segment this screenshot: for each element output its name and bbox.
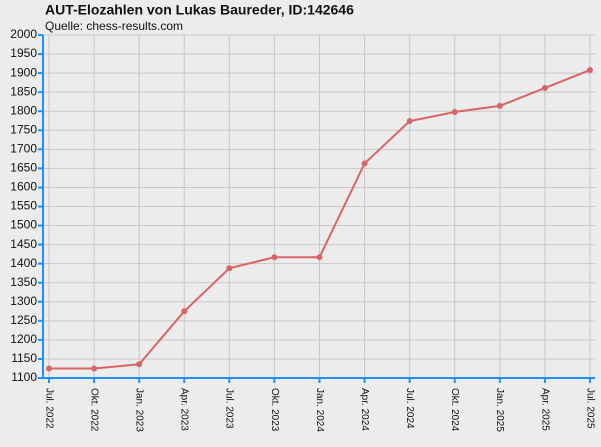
y-tick-label: 2000	[10, 27, 37, 41]
x-tick-label: Apr. 2023	[179, 388, 190, 431]
y-tick-label: 1600	[10, 180, 37, 194]
y-tick-label: 1250	[10, 313, 37, 327]
data-point	[316, 254, 323, 261]
data-point	[46, 365, 52, 372]
data-point	[136, 361, 143, 368]
y-tick-label: 1950	[10, 46, 37, 60]
y-tick-label: 1400	[10, 256, 37, 270]
data-point	[361, 160, 368, 167]
x-tick-label: Jan. 2024	[314, 388, 325, 432]
y-tick-label: 1200	[10, 332, 37, 346]
data-point	[226, 265, 233, 272]
y-tick-label: 1750	[10, 122, 37, 136]
chart-title: AUT-Elozahlen von Lukas Baureder, ID:142…	[45, 2, 354, 18]
y-tick-label: 1800	[10, 103, 37, 117]
data-point	[541, 84, 548, 91]
data-point	[496, 102, 503, 109]
y-tick-label: 1350	[10, 275, 37, 289]
y-tick-label: 1300	[10, 294, 37, 308]
y-tick-label: 1550	[10, 199, 37, 213]
y-tick-label: 1650	[10, 161, 37, 175]
y-tick-label: 1700	[10, 142, 37, 156]
data-point	[91, 365, 98, 372]
x-tick-label: Okt. 2022	[88, 388, 99, 432]
y-tick-label: 1500	[10, 218, 37, 232]
data-point	[587, 67, 593, 74]
y-tick-label: 1100	[11, 370, 37, 384]
x-tick-label: Jul. 2023	[224, 388, 235, 429]
x-tick-label: Okt. 2024	[449, 388, 460, 432]
y-tick-label: 1900	[10, 65, 37, 79]
y-tick-label: 1450	[10, 237, 37, 251]
x-tick-label: Jul. 2025	[584, 388, 595, 429]
x-tick-label: Jul. 2022	[43, 388, 54, 429]
x-tick-label: Apr. 2025	[539, 388, 550, 431]
y-tick-label: 1150	[11, 351, 37, 365]
x-tick-label: Jan. 2023	[134, 388, 145, 432]
data-point	[406, 118, 413, 125]
data-point	[181, 308, 188, 315]
data-point	[451, 108, 458, 115]
x-tick-label: Okt. 2023	[269, 388, 280, 432]
y-tick-label: 1850	[10, 84, 37, 98]
x-tick-label: Apr. 2024	[359, 388, 370, 431]
data-point	[271, 254, 278, 261]
x-tick-label: Jan. 2025	[494, 388, 505, 432]
x-tick-label: Jul. 2024	[404, 388, 415, 429]
chart-subtitle: Quelle: chess-results.com	[45, 19, 183, 33]
